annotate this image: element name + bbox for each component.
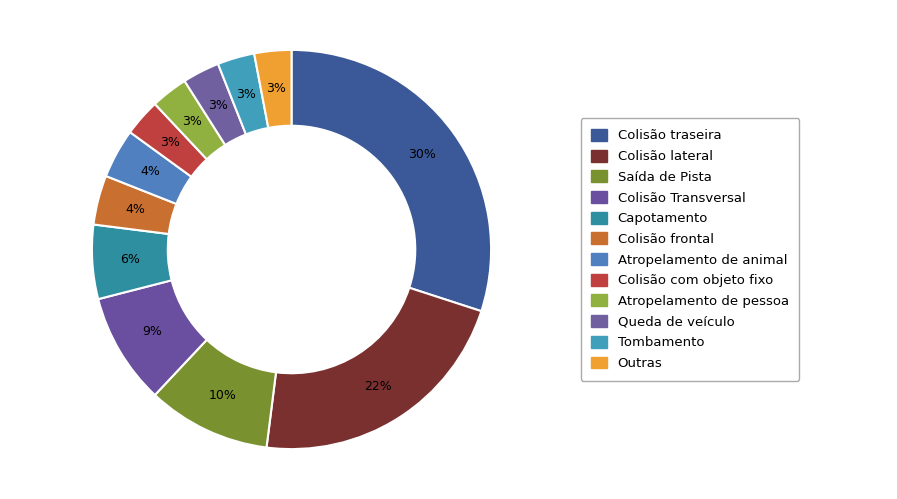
Text: 3%: 3% bbox=[161, 136, 180, 149]
Wedge shape bbox=[254, 50, 292, 128]
Text: 10%: 10% bbox=[209, 389, 237, 402]
Text: 3%: 3% bbox=[237, 88, 257, 101]
Text: 3%: 3% bbox=[208, 99, 228, 112]
Wedge shape bbox=[91, 225, 171, 299]
Text: 22%: 22% bbox=[364, 380, 392, 393]
Wedge shape bbox=[155, 340, 276, 448]
Text: 4%: 4% bbox=[140, 165, 160, 178]
Text: 6%: 6% bbox=[120, 253, 140, 266]
Wedge shape bbox=[292, 50, 492, 311]
Text: 30%: 30% bbox=[408, 148, 436, 161]
Text: 9%: 9% bbox=[143, 325, 162, 338]
Text: 3%: 3% bbox=[182, 115, 203, 128]
Wedge shape bbox=[266, 288, 482, 449]
Text: 3%: 3% bbox=[266, 82, 286, 95]
Wedge shape bbox=[106, 132, 191, 204]
Wedge shape bbox=[218, 53, 268, 134]
Legend: Colisão traseira, Colisão lateral, Saída de Pista, Colisão Transversal, Capotame: Colisão traseira, Colisão lateral, Saída… bbox=[580, 118, 799, 381]
Wedge shape bbox=[130, 104, 207, 177]
Wedge shape bbox=[185, 64, 246, 145]
Text: 4%: 4% bbox=[125, 203, 145, 216]
Wedge shape bbox=[93, 176, 177, 234]
Wedge shape bbox=[98, 280, 207, 395]
Wedge shape bbox=[155, 81, 225, 159]
